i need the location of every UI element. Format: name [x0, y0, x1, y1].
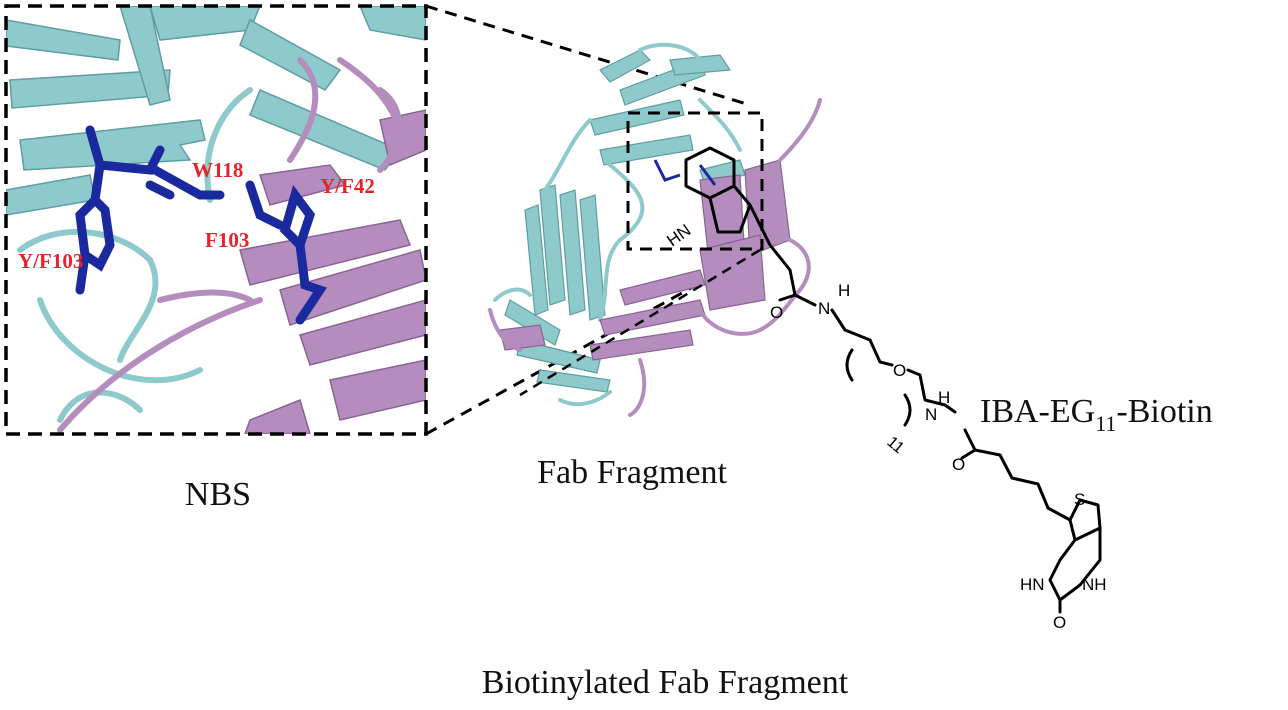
peg-chain-1	[868, 338, 894, 367]
atom-urea-o: O	[1053, 613, 1066, 632]
residue-label-y-f42: Y/F42	[320, 174, 375, 198]
linker-name-suffix: -Biotin	[1116, 393, 1212, 430]
chain-to-biotin	[963, 428, 1050, 510]
atom-sulfur: S	[1074, 490, 1085, 509]
atom-amide-n2: N	[925, 405, 937, 424]
fab-light-chain-loops	[488, 98, 822, 417]
atom-amide-h2: H	[938, 388, 950, 407]
residue-label-y-f103: Y/F103	[18, 249, 83, 273]
chain-to-amide-1	[748, 203, 797, 297]
residue-label-f103: F103	[205, 228, 249, 252]
bottom-caption: Biotinylated Fab Fragment	[482, 664, 849, 701]
carbonyl-2	[960, 448, 977, 460]
atom-nh-right: NH	[1082, 575, 1107, 594]
fab-heavy-chain	[504, 49, 746, 393]
atom-amide-o2: O	[952, 455, 965, 474]
peg-bracket-close	[903, 393, 912, 427]
linker-name-subscript: 11	[1095, 411, 1116, 436]
atom-amide-o1: O	[770, 303, 783, 322]
amide-bond-1	[793, 293, 817, 307]
fab-light-chain	[499, 159, 791, 361]
atom-hn-indole: HN	[663, 221, 694, 251]
peg-repeat-count: 11	[883, 433, 907, 457]
atom-ether-o: O	[893, 361, 906, 380]
peg-bracket-open	[845, 348, 854, 382]
indole-pyrrole-ring	[708, 184, 752, 234]
fab-binding-residues	[653, 159, 717, 186]
atom-labels: HN H N O O H N O S HN NH O 11	[663, 221, 1106, 632]
linker-name-prefix: IBA-EG	[980, 393, 1095, 430]
fab-fragment-structure	[488, 42, 822, 417]
binding-site-dashed-box	[626, 111, 764, 251]
residue-label-w118: W118	[192, 158, 243, 182]
binding-residue-sticks	[75, 125, 328, 325]
zoom-connector-lines	[425, 4, 761, 436]
fab-heavy-chain-loops	[493, 42, 742, 407]
light-chain-ribbons	[239, 109, 426, 434]
nbs-caption: NBS	[185, 476, 251, 513]
fab-fragment-caption: Fab Fragment	[537, 454, 727, 491]
atom-hn-left: HN	[1020, 575, 1045, 594]
nbs-inset: W118 Y/F42 F103 Y/F103	[4, 4, 428, 436]
atom-amide-h1: H	[838, 281, 850, 300]
amide-bond-2	[943, 403, 957, 414]
light-chain-loops	[57, 57, 403, 433]
tether-dashed-line	[519, 248, 761, 397]
chain-to-peg	[830, 308, 872, 342]
iba-eg11-biotin-structure	[684, 146, 1102, 614]
atom-amide-n1: N	[818, 299, 830, 318]
peg-chain-2	[906, 368, 947, 407]
linker-name-label: IBA-EG11-Biotin	[980, 393, 1213, 436]
inset-dashed-frame	[4, 4, 428, 436]
carbonyl-1	[778, 293, 797, 302]
